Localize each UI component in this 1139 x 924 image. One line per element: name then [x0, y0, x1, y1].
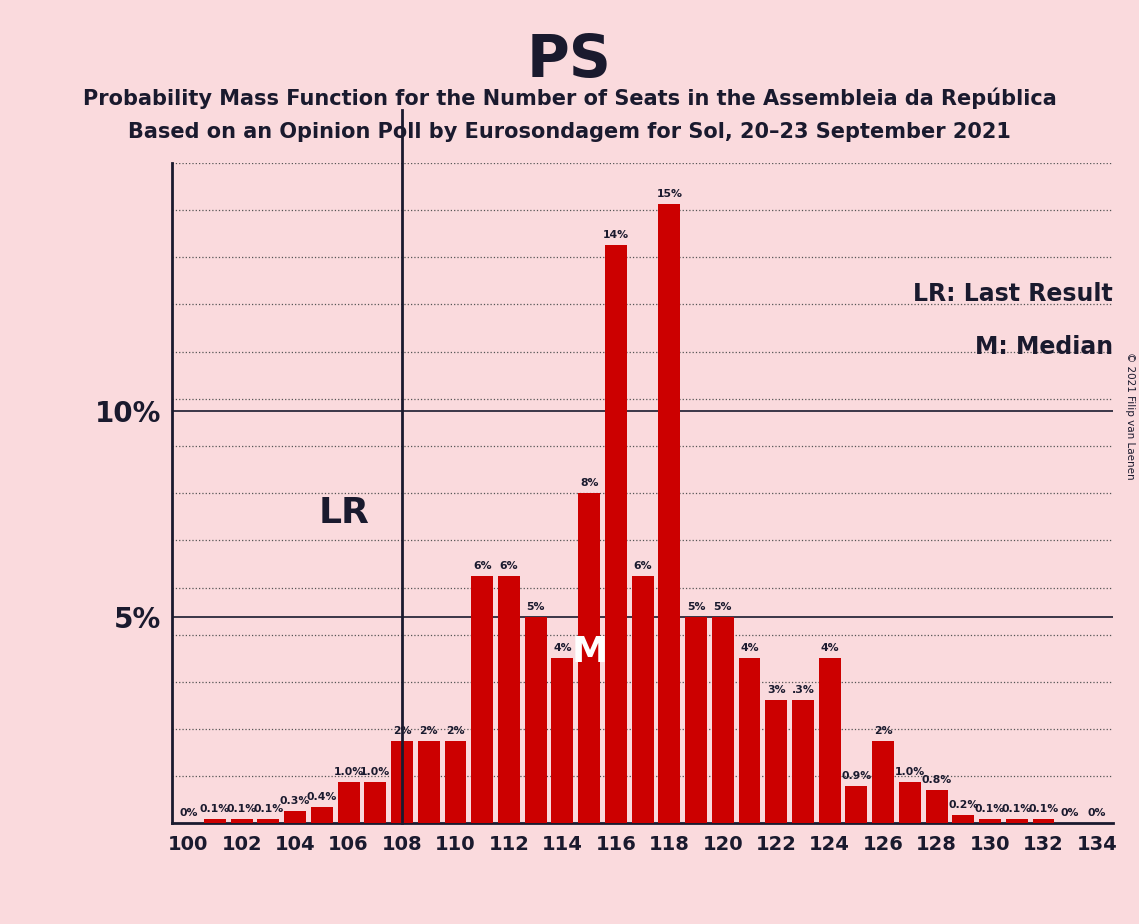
Text: 0.3%: 0.3% — [280, 796, 310, 806]
Text: 1.0%: 1.0% — [895, 767, 925, 777]
Bar — [845, 786, 868, 823]
Text: LR: Last Result: LR: Last Result — [913, 282, 1113, 306]
Text: Based on an Opinion Poll by Eurosondagem for Sol, 20–23 September 2021: Based on an Opinion Poll by Eurosondagem… — [128, 122, 1011, 142]
Text: LR: LR — [319, 496, 370, 530]
Bar — [765, 699, 787, 823]
Bar — [285, 811, 306, 823]
Text: 0%: 0% — [179, 808, 197, 819]
Text: 0.9%: 0.9% — [842, 772, 871, 782]
Text: 6%: 6% — [473, 561, 492, 571]
Text: 0.1%: 0.1% — [227, 805, 256, 814]
Bar — [605, 246, 626, 823]
Text: 5%: 5% — [687, 602, 705, 612]
Text: 4%: 4% — [554, 643, 572, 653]
Text: 1.0%: 1.0% — [360, 767, 391, 777]
Text: 0.1%: 0.1% — [1029, 805, 1058, 814]
Bar — [658, 204, 680, 823]
Text: 0%: 0% — [1088, 808, 1106, 819]
Bar — [311, 807, 333, 823]
Bar — [792, 699, 814, 823]
Bar — [712, 617, 734, 823]
Bar — [337, 782, 360, 823]
Text: 0.1%: 0.1% — [253, 805, 284, 814]
Text: 4%: 4% — [820, 643, 839, 653]
Bar — [257, 820, 279, 823]
Text: PS: PS — [527, 32, 612, 90]
Text: 6%: 6% — [500, 561, 518, 571]
Text: M: Median: M: Median — [975, 334, 1113, 359]
Bar — [579, 493, 600, 823]
Bar — [1006, 820, 1027, 823]
Bar — [926, 790, 948, 823]
Text: 14%: 14% — [603, 230, 629, 240]
Bar — [1033, 820, 1055, 823]
Bar — [498, 576, 519, 823]
Text: Probability Mass Function for the Number of Seats in the Assembleia da República: Probability Mass Function for the Number… — [83, 88, 1056, 109]
Text: 0.1%: 0.1% — [975, 805, 1005, 814]
Text: 5%: 5% — [526, 602, 544, 612]
Text: 0.1%: 0.1% — [1001, 805, 1032, 814]
Text: 0.1%: 0.1% — [199, 805, 230, 814]
Bar — [231, 820, 253, 823]
Text: 2%: 2% — [393, 726, 411, 736]
Bar — [391, 741, 413, 823]
Text: .3%: .3% — [792, 685, 814, 695]
Text: 0%: 0% — [1060, 808, 1080, 819]
Text: © 2021 Filip van Laenen: © 2021 Filip van Laenen — [1125, 352, 1134, 480]
Bar — [872, 741, 894, 823]
Bar — [364, 782, 386, 823]
Bar — [551, 658, 573, 823]
Text: 2%: 2% — [874, 726, 893, 736]
Text: M: M — [571, 635, 607, 669]
Text: 3%: 3% — [767, 685, 786, 695]
Text: 0.2%: 0.2% — [948, 800, 978, 810]
Text: 2%: 2% — [446, 726, 465, 736]
Text: 0.8%: 0.8% — [921, 775, 952, 785]
Bar — [444, 741, 467, 823]
Text: 2%: 2% — [419, 726, 439, 736]
Bar — [685, 617, 707, 823]
Text: 6%: 6% — [633, 561, 652, 571]
Bar — [418, 741, 440, 823]
Bar — [204, 820, 226, 823]
Bar — [819, 658, 841, 823]
Bar — [525, 617, 547, 823]
Bar — [472, 576, 493, 823]
Bar — [632, 576, 654, 823]
Text: 15%: 15% — [656, 189, 682, 200]
Text: 4%: 4% — [740, 643, 759, 653]
Bar — [952, 815, 974, 823]
Text: 8%: 8% — [580, 479, 598, 488]
Text: 5%: 5% — [713, 602, 732, 612]
Bar — [738, 658, 761, 823]
Bar — [980, 820, 1001, 823]
Text: 1.0%: 1.0% — [334, 767, 363, 777]
Text: 0.4%: 0.4% — [306, 792, 337, 802]
Bar — [899, 782, 920, 823]
